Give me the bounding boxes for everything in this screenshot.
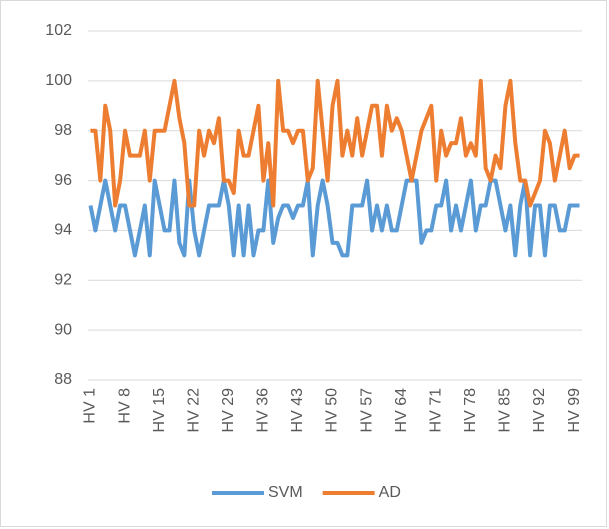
x-tick-label: HV 71: [427, 388, 444, 433]
y-tick-label: 90: [54, 321, 72, 338]
x-tick-label: HV 1: [82, 388, 99, 424]
x-tick-label: HV 15: [151, 388, 168, 433]
series-line: [88, 178, 580, 258]
x-tick-label: HV 43: [289, 388, 306, 433]
x-tick-label: HV 22: [185, 388, 202, 433]
y-tick-label: 98: [54, 122, 72, 139]
y-tick-label: 100: [45, 72, 72, 89]
y-tick-label: 94: [54, 222, 72, 239]
y-tick-label: 102: [45, 22, 72, 39]
x-tick-label: HV 92: [531, 388, 548, 433]
x-tick-label: HV 36: [255, 388, 272, 433]
y-tick-label: 88: [54, 371, 72, 388]
x-tick-label: HV 57: [358, 388, 375, 433]
legend-label: AD: [379, 484, 401, 501]
y-tick-label: 92: [54, 272, 72, 289]
x-tick-label: HV 78: [462, 388, 479, 433]
x-tick-label: HV 50: [324, 388, 341, 433]
x-tick-label: HV 8: [116, 388, 133, 424]
series-line: [90, 78, 580, 208]
x-tick-label: HV 29: [220, 388, 237, 433]
x-tick-label: HV 99: [566, 388, 583, 433]
legend-label: SVM: [268, 484, 303, 501]
y-tick-label: 96: [54, 172, 72, 189]
x-tick-label: HV 64: [393, 388, 410, 433]
x-tick-label: HV 85: [497, 388, 514, 433]
